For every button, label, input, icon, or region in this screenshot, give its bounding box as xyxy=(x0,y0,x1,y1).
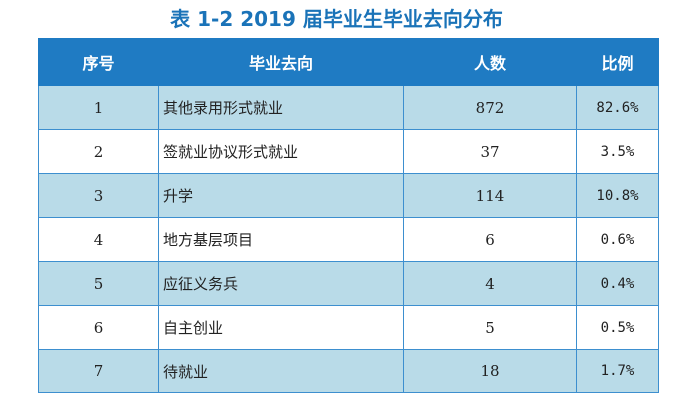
cell-ratio: 0.6% xyxy=(576,217,659,262)
cell-count: 37 xyxy=(403,129,577,174)
table-title: 表 1-2 2019 届毕业生毕业去向分布 xyxy=(170,7,503,31)
table-row: 6 自主创业 5 0.5% xyxy=(38,305,659,350)
cell-no: 7 xyxy=(38,349,159,393)
cell-count: 4 xyxy=(403,261,577,306)
cell-no: 3 xyxy=(38,173,159,218)
cell-destination: 自主创业 xyxy=(158,305,404,350)
table-row: 4 地方基层项目 6 0.6% xyxy=(38,217,659,262)
header-no: 序号 xyxy=(38,38,159,86)
table-row: 2 签就业协议形式就业 37 3.5% xyxy=(38,129,659,174)
header-ratio: 比例 xyxy=(576,38,659,86)
cell-count: 872 xyxy=(403,85,577,130)
cell-ratio: 3.5% xyxy=(576,129,659,174)
cell-destination: 其他录用形式就业 xyxy=(158,85,404,130)
cell-ratio: 10.8% xyxy=(576,173,659,218)
cell-count: 6 xyxy=(403,217,577,262)
cell-ratio: 0.5% xyxy=(576,305,659,350)
cell-destination: 签就业协议形式就业 xyxy=(158,129,404,174)
cell-no: 1 xyxy=(38,85,159,130)
cell-ratio: 1.7% xyxy=(576,349,659,393)
cell-no: 6 xyxy=(38,305,159,350)
cell-ratio: 82.6% xyxy=(576,85,659,130)
cell-destination: 升学 xyxy=(158,173,404,218)
table-row: 7 待就业 18 1.7% xyxy=(38,349,659,393)
table-header-row: 序号 毕业去向 人数 比例 xyxy=(38,38,659,86)
cell-destination: 待就业 xyxy=(158,349,404,393)
header-count: 人数 xyxy=(403,38,577,86)
cell-count: 18 xyxy=(403,349,577,393)
cell-count: 114 xyxy=(403,173,577,218)
cell-no: 5 xyxy=(38,261,159,306)
table-row: 3 升学 114 10.8% xyxy=(38,173,659,218)
graduate-destination-table: 序号 毕业去向 人数 比例 1 其他录用形式就业 872 82.6% 2 签就业… xyxy=(38,38,659,393)
header-destination: 毕业去向 xyxy=(158,38,404,86)
cell-ratio: 0.4% xyxy=(576,261,659,306)
table-row: 5 应征义务兵 4 0.4% xyxy=(38,261,659,306)
cell-count: 5 xyxy=(403,305,577,350)
cell-destination: 应征义务兵 xyxy=(158,261,404,306)
table-row: 1 其他录用形式就业 872 82.6% xyxy=(38,85,659,130)
cell-destination: 地方基层项目 xyxy=(158,217,404,262)
cell-no: 2 xyxy=(38,129,159,174)
cell-no: 4 xyxy=(38,217,159,262)
